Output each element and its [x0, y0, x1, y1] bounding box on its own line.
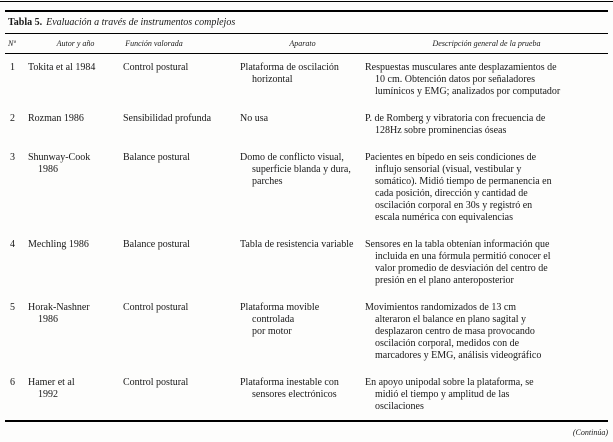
col-header-descripcion: Descripción general de la prueba	[432, 39, 541, 48]
table-row-6: 6 Hamer et al 1992 Control postural Plat…	[8, 377, 608, 413]
cell-funcion: Balance postural	[123, 239, 190, 250]
cell-numero: 2	[10, 113, 15, 124]
cell-autor: Horak-Nashner 1986	[28, 302, 90, 325]
table-row-1: 1 Tokita et al 1984 Control postural Pla…	[8, 62, 608, 98]
cell-descripcion: Pacientes en bípedo en seis condiciones …	[365, 152, 552, 223]
cell-numero: 1	[10, 62, 15, 73]
table-row-2: 2 Rozman 1986 Sensibilidad profunda No u…	[8, 113, 608, 137]
cell-funcion: Control postural	[123, 377, 189, 388]
cell-funcion: Sensibilidad profunda	[123, 113, 212, 124]
cell-aparato: No usa	[240, 113, 269, 124]
cell-numero: 6	[10, 377, 15, 388]
table-5: Tabla 5. Evaluación a través de instrumen…	[5, 10, 608, 422]
cell-descripcion: Movimientos randomizados de 13 cm altera…	[365, 302, 542, 361]
cell-aparato: Plataforma movible controlada por motor	[240, 302, 320, 337]
cell-aparato: Plataforma inestable con sensores electr…	[240, 377, 339, 400]
table-row-5: 5 Horak-Nashner 1986 Control postural Pl…	[8, 302, 608, 362]
cell-numero: 4	[10, 239, 15, 250]
col-header-funcion: Función valorada	[125, 39, 183, 48]
cell-aparato: Plataforma de oscilación horizontal	[240, 62, 339, 85]
cell-autor: Shunway-Cook 1986	[28, 152, 91, 175]
col-header-aparato: Aparato	[289, 39, 316, 48]
cell-numero: 5	[10, 302, 15, 313]
table-body: 1 Tokita et al 1984 Control postural Pla…	[5, 54, 608, 422]
cell-numero: 3	[10, 152, 15, 163]
cell-autor: Tokita et al 1984	[28, 62, 96, 73]
cell-autor: Rozman 1986	[28, 113, 84, 124]
cell-descripcion: P. de Romberg y vibratoria con frecuenci…	[365, 113, 546, 136]
cell-autor: Hamer et al 1992	[28, 377, 75, 400]
cell-descripcion: Sensores en la tabla obtenían informació…	[365, 239, 551, 286]
table-row-3: 3 Shunway-Cook 1986 Balance postural Dom…	[8, 152, 608, 224]
table-row-4: 4 Mechling 1986 Balance postural Tabla d…	[8, 239, 608, 287]
cell-descripcion: En apoyo unipodal sobre la plataforma, s…	[365, 377, 534, 412]
table-caption: Tabla 5. Evaluación a través de instrumen…	[5, 12, 608, 34]
table-header-row: Nº Autor y año Función valorada Aparato …	[5, 34, 608, 54]
cell-descripcion: Respuestas musculares ante desplazamient…	[365, 62, 561, 97]
table-caption-text: Evaluación a través de instrumentos comp…	[46, 17, 236, 28]
cell-aparato: Domo de conflicto visual, superficie bla…	[240, 152, 351, 187]
cell-aparato: Tabla de resistencia variable	[240, 239, 354, 250]
cell-funcion: Control postural	[123, 302, 189, 313]
continuation-note: (Continúa)	[572, 428, 608, 437]
cell-autor: Mechling 1986	[28, 239, 89, 250]
table-caption-label: Tabla 5.	[8, 17, 43, 28]
page-top-rule	[0, 1, 613, 2]
cell-funcion: Control postural	[123, 62, 189, 73]
cell-funcion: Balance postural	[123, 152, 190, 163]
col-header-autor: Autor y año	[56, 39, 95, 48]
col-header-numero: Nº	[8, 39, 16, 48]
